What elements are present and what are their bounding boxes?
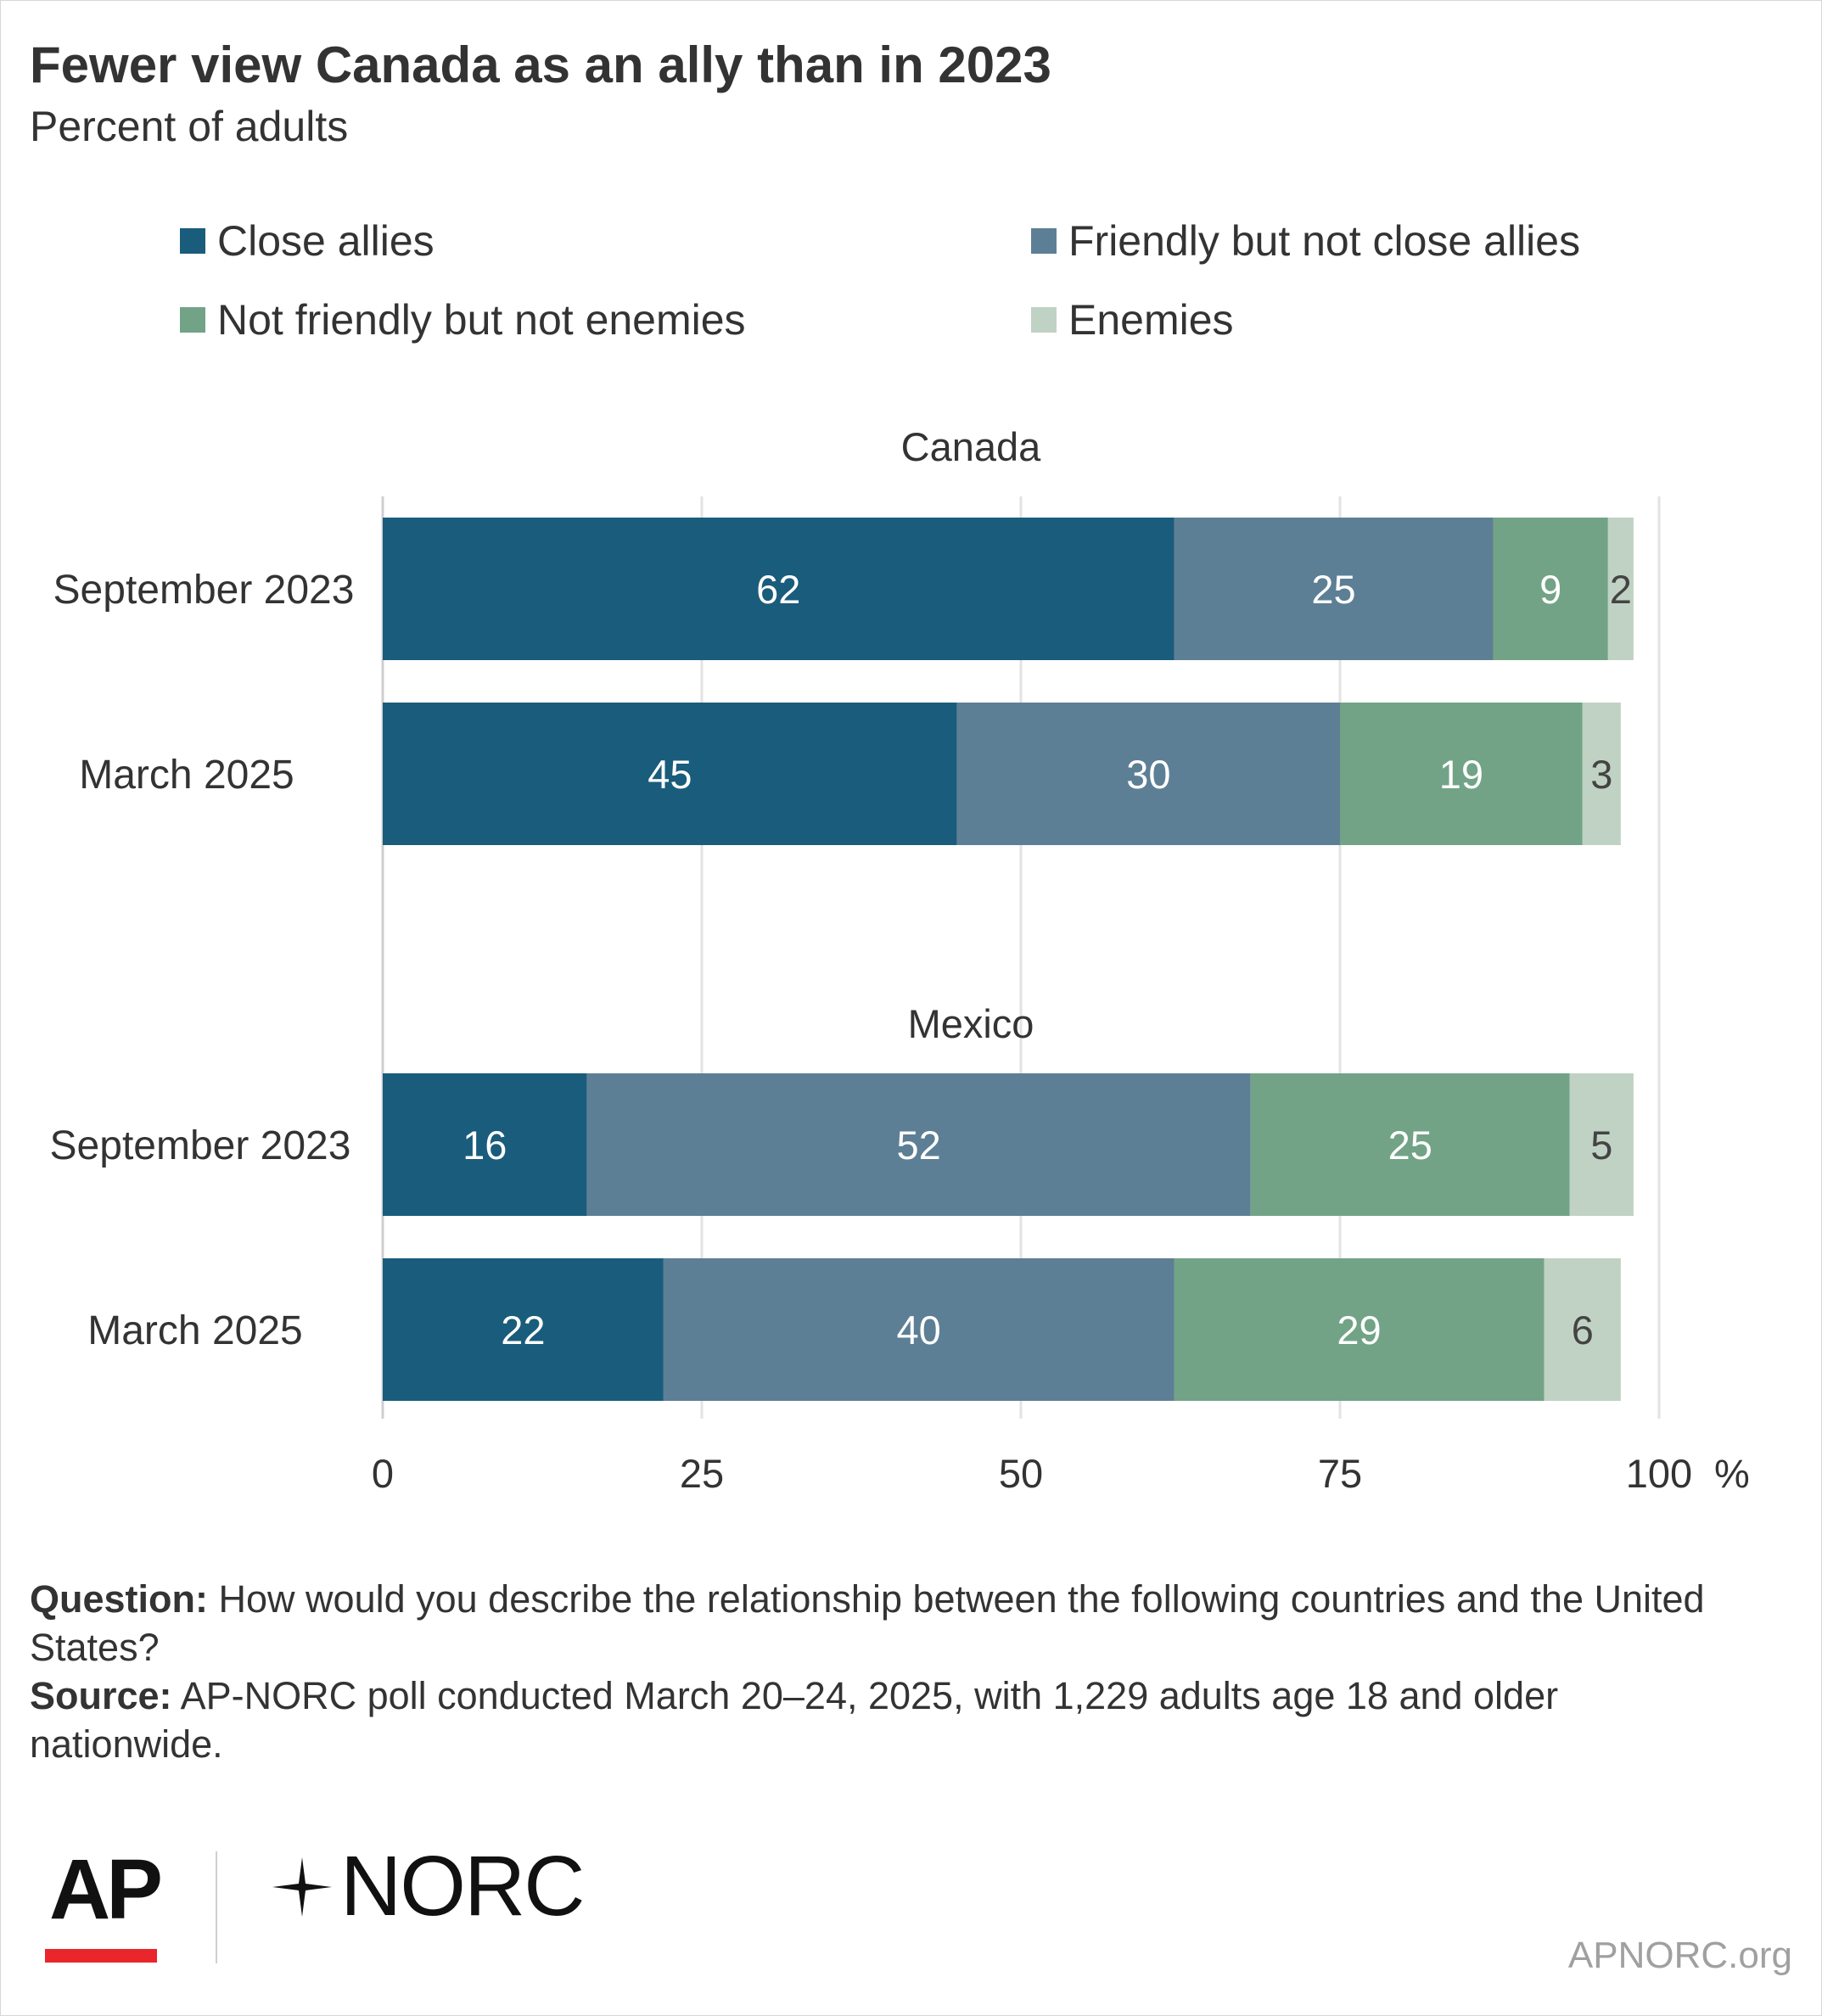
bar-segment bbox=[1174, 518, 1494, 660]
data-label: 25 bbox=[1311, 567, 1355, 612]
source-text: AP-NORC poll conducted March 20–24, 2025… bbox=[30, 1674, 1559, 1766]
question-note: Question: How would you describe the rel… bbox=[30, 1575, 1761, 1672]
footnote: Question: How would you describe the rel… bbox=[30, 1575, 1761, 1768]
data-label: 2 bbox=[1610, 567, 1632, 612]
question-label: Question: bbox=[30, 1577, 208, 1621]
legend-label: Not friendly but not enemies bbox=[217, 296, 746, 344]
bar-segment bbox=[1544, 1258, 1621, 1401]
data-label: 22 bbox=[501, 1308, 545, 1352]
bar-segment bbox=[383, 518, 1174, 660]
norc-logo-text: NORC bbox=[340, 1839, 585, 1934]
chart-title: Fewer view Canada as an ally than in 202… bbox=[30, 36, 1051, 93]
group-title: Mexico bbox=[908, 1001, 1034, 1046]
ap-logo-bar bbox=[45, 1949, 157, 1963]
bar-segment bbox=[1340, 703, 1583, 845]
bar-segment bbox=[1607, 518, 1634, 660]
source-label: Source: bbox=[30, 1674, 172, 1717]
bar-segment bbox=[1569, 1073, 1634, 1216]
data-label: 45 bbox=[648, 752, 692, 797]
data-label: 25 bbox=[1388, 1123, 1432, 1168]
legend-label: Close allies bbox=[217, 217, 434, 265]
bar-segment bbox=[383, 1073, 587, 1216]
norc-logo: NORC bbox=[267, 1838, 585, 1935]
bar-segment bbox=[383, 703, 957, 845]
legend-label: Friendly but not close allies bbox=[1068, 217, 1581, 265]
row-label: March 2025 bbox=[79, 753, 294, 798]
legend-swatch bbox=[1031, 228, 1057, 254]
bar-segment bbox=[383, 1258, 664, 1401]
data-label: 16 bbox=[463, 1123, 507, 1168]
norc-star-icon bbox=[272, 1856, 332, 1917]
data-label: 5 bbox=[1590, 1123, 1612, 1168]
chart-subtitle: Percent of adults bbox=[30, 103, 349, 150]
ap-logo: AP bbox=[49, 1842, 163, 1937]
row-label: September 2023 bbox=[50, 1123, 351, 1168]
group-title: Canada bbox=[901, 424, 1041, 469]
site-url: APNORC.org bbox=[1567, 1935, 1792, 1976]
bar-segment bbox=[1250, 1073, 1570, 1216]
x-tick-label: 75 bbox=[1318, 1451, 1362, 1496]
data-label: 30 bbox=[1126, 752, 1170, 797]
legend-swatch bbox=[180, 307, 205, 333]
x-tick-label: 50 bbox=[999, 1451, 1043, 1496]
legend-item-not-friendly: Not friendly but not enemies bbox=[180, 295, 746, 344]
x-tick-label: 100 bbox=[1626, 1451, 1692, 1496]
data-label: 29 bbox=[1337, 1308, 1381, 1352]
x-axis-unit: % bbox=[1714, 1451, 1750, 1496]
data-label: 3 bbox=[1590, 752, 1612, 797]
data-label: 62 bbox=[756, 567, 800, 612]
bar-segment bbox=[663, 1258, 1174, 1401]
question-text: How would you describe the relationship … bbox=[30, 1577, 1705, 1669]
x-tick-label: 25 bbox=[680, 1451, 724, 1496]
bar-segment bbox=[1582, 703, 1621, 845]
data-label: 52 bbox=[897, 1123, 941, 1168]
bar-segment bbox=[1174, 1258, 1544, 1401]
data-label: 9 bbox=[1539, 567, 1561, 612]
legend-item-friendly: Friendly but not close allies bbox=[1031, 216, 1580, 266]
bar-segment bbox=[586, 1073, 1251, 1216]
legend-item-close-allies: Close allies bbox=[180, 216, 434, 266]
data-label: 6 bbox=[1572, 1308, 1594, 1352]
logo-divider bbox=[216, 1851, 217, 1963]
row-label: September 2023 bbox=[53, 568, 355, 613]
row-label: March 2025 bbox=[87, 1308, 302, 1353]
source-note: Source: AP-NORC poll conducted March 20–… bbox=[30, 1672, 1761, 1768]
legend-item-enemies: Enemies bbox=[1031, 295, 1234, 344]
legend-label: Enemies bbox=[1068, 296, 1234, 344]
data-label: 19 bbox=[1439, 752, 1483, 797]
legend-swatch bbox=[180, 228, 205, 254]
bar-segment bbox=[956, 703, 1340, 845]
data-label: 40 bbox=[897, 1308, 941, 1352]
bar-segment bbox=[1493, 518, 1608, 660]
legend-swatch bbox=[1031, 307, 1057, 333]
x-tick-label: 0 bbox=[372, 1451, 394, 1496]
